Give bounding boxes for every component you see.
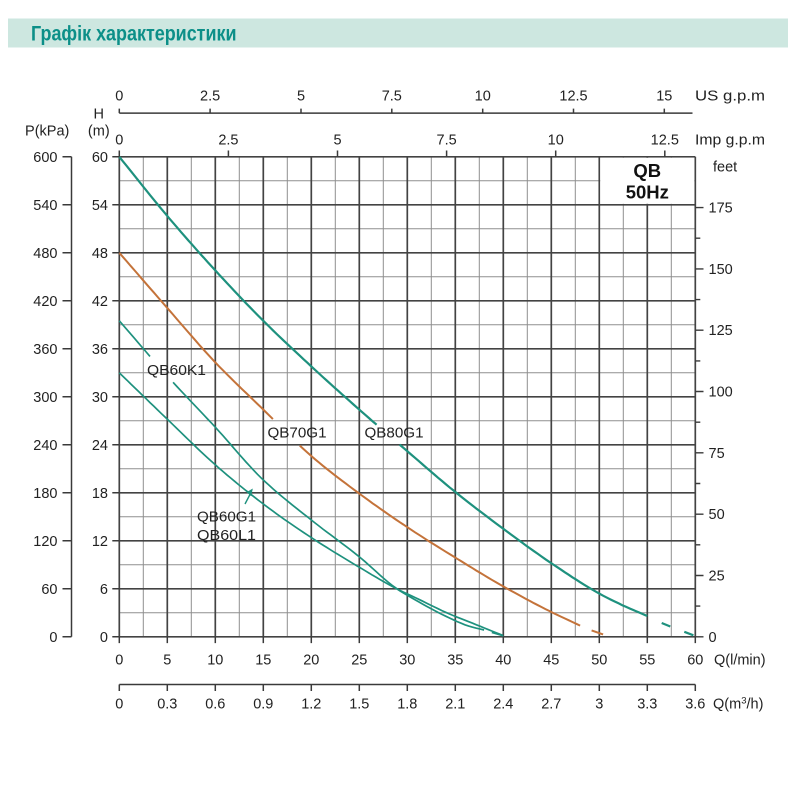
svg-text:QB70G1: QB70G1 <box>268 426 327 442</box>
svg-text:40: 40 <box>495 653 511 669</box>
svg-text:1.2: 1.2 <box>301 697 321 713</box>
svg-text:US g.p.m: US g.p.m <box>695 89 765 105</box>
svg-text:0: 0 <box>115 697 123 713</box>
svg-text:60: 60 <box>92 150 108 166</box>
svg-text:2.5: 2.5 <box>200 89 220 105</box>
svg-text:480: 480 <box>33 246 57 262</box>
svg-text:2.1: 2.1 <box>445 697 465 713</box>
svg-text:600: 600 <box>33 150 57 166</box>
svg-text:30: 30 <box>399 653 415 669</box>
svg-text:0.9: 0.9 <box>253 697 273 713</box>
svg-text:0.3: 0.3 <box>157 697 177 713</box>
svg-text:15: 15 <box>656 89 672 105</box>
svg-text:(m): (m) <box>88 123 110 139</box>
svg-text:25: 25 <box>709 569 725 585</box>
svg-text:150: 150 <box>709 262 733 278</box>
svg-text:1.8: 1.8 <box>397 697 417 713</box>
svg-text:20: 20 <box>303 653 319 669</box>
svg-text:0: 0 <box>709 630 717 646</box>
svg-text:10: 10 <box>475 89 491 105</box>
svg-text:0: 0 <box>115 89 123 105</box>
svg-text:1.5: 1.5 <box>349 697 369 713</box>
svg-text:feet: feet <box>713 160 737 176</box>
svg-text:2.4: 2.4 <box>493 697 513 713</box>
svg-text:25: 25 <box>351 653 367 669</box>
svg-text:30: 30 <box>92 390 108 406</box>
svg-text:45: 45 <box>543 653 559 669</box>
svg-text:10: 10 <box>548 133 564 149</box>
svg-text:120: 120 <box>33 534 57 550</box>
svg-text:0: 0 <box>115 133 123 149</box>
svg-text:5: 5 <box>163 653 171 669</box>
svg-text:Q(l/min): Q(l/min) <box>714 653 766 669</box>
svg-text:3: 3 <box>595 697 603 713</box>
svg-text:50Hz: 50Hz <box>626 182 669 203</box>
svg-text:5: 5 <box>333 133 341 149</box>
svg-text:240: 240 <box>33 438 57 454</box>
svg-text:420: 420 <box>33 294 57 310</box>
svg-text:0: 0 <box>115 653 123 669</box>
svg-text:12.5: 12.5 <box>651 133 679 149</box>
svg-text:54: 54 <box>92 198 108 214</box>
svg-text:100: 100 <box>709 385 733 401</box>
svg-text:36: 36 <box>92 342 108 358</box>
svg-text:QB80G1: QB80G1 <box>365 426 424 442</box>
svg-text:12: 12 <box>92 534 108 550</box>
svg-text:7.5: 7.5 <box>437 133 457 149</box>
svg-text:50: 50 <box>591 653 607 669</box>
svg-text:H: H <box>94 106 104 122</box>
svg-text:Графік характеристики: Графік характеристики <box>31 23 237 46</box>
svg-text:3.6: 3.6 <box>685 697 705 713</box>
svg-text:QB: QB <box>633 160 661 181</box>
svg-text:QB60L1: QB60L1 <box>197 528 256 544</box>
svg-text:60: 60 <box>687 653 703 669</box>
svg-text:0: 0 <box>100 630 108 646</box>
svg-text:48: 48 <box>92 246 108 262</box>
svg-text:60: 60 <box>41 582 57 598</box>
svg-text:0: 0 <box>49 630 57 646</box>
svg-text:15: 15 <box>255 653 271 669</box>
svg-text:12.5: 12.5 <box>559 89 587 105</box>
svg-text:3.3: 3.3 <box>637 697 657 713</box>
svg-text:2.7: 2.7 <box>541 697 561 713</box>
svg-text:300: 300 <box>33 390 57 406</box>
svg-text:Q(m3/h): Q(m3/h) <box>713 696 763 713</box>
svg-text:7.5: 7.5 <box>382 89 402 105</box>
svg-text:2.5: 2.5 <box>218 133 238 149</box>
svg-text:0.6: 0.6 <box>205 697 225 713</box>
svg-text:50: 50 <box>709 507 725 523</box>
svg-text:Imp g.p.m: Imp g.p.m <box>695 133 765 149</box>
svg-text:24: 24 <box>92 438 108 454</box>
svg-text:360: 360 <box>33 342 57 358</box>
svg-text:125: 125 <box>709 323 733 339</box>
svg-text:180: 180 <box>33 486 57 502</box>
svg-text:P(kPa): P(kPa) <box>25 124 69 140</box>
svg-text:18: 18 <box>92 486 108 502</box>
svg-text:75: 75 <box>709 446 725 462</box>
svg-text:55: 55 <box>639 653 655 669</box>
svg-text:5: 5 <box>297 89 305 105</box>
svg-text:42: 42 <box>92 294 108 310</box>
svg-text:540: 540 <box>33 198 57 214</box>
svg-text:6: 6 <box>100 582 108 598</box>
svg-text:QB60G1: QB60G1 <box>197 510 256 526</box>
svg-text:10: 10 <box>207 653 223 669</box>
svg-text:35: 35 <box>447 653 463 669</box>
svg-text:175: 175 <box>709 201 733 217</box>
svg-text:QB60K1: QB60K1 <box>147 363 206 379</box>
